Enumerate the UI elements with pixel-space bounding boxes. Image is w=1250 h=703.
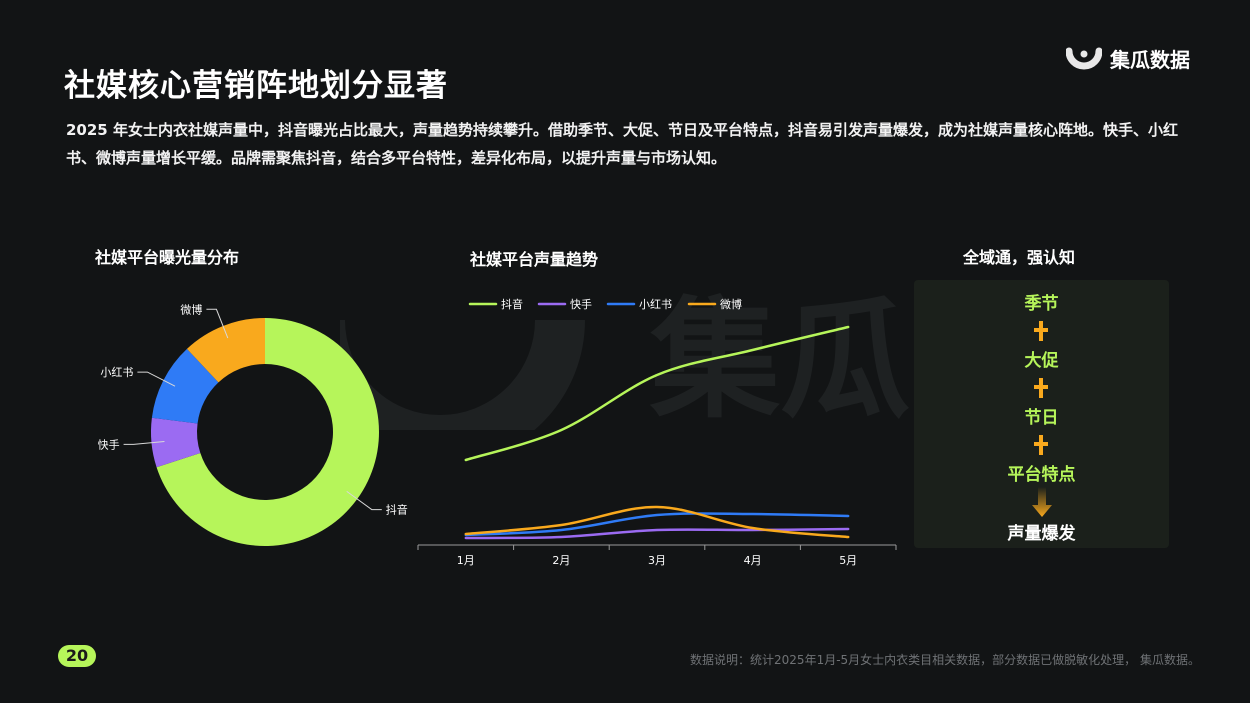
flow-panel: 季节 大促 节日 平台特点 声量爆发: [914, 280, 1169, 548]
series-line-douyin: [464, 325, 850, 462]
series-line-xiaohongshu: [464, 512, 850, 537]
flow-step-platform: 平台特点: [1007, 465, 1076, 485]
x-tick-label: 2月: [552, 554, 570, 567]
plus-icon: [1034, 321, 1048, 341]
flow-result: 声量爆发: [1007, 524, 1076, 544]
pie-leader-line: [137, 371, 176, 387]
volume-trend-line-chart: 抖音 快手 小红书 微博 1月 2月 3月 4月 5月: [417, 297, 897, 567]
pie-label-xiaohongshu: 小红书: [100, 366, 133, 379]
legend-label-kuaishou: 快手: [570, 297, 592, 311]
logo-icon: [1066, 47, 1102, 69]
pie-slice-weibo: [186, 318, 265, 383]
page-title: 社媒核心营销阵地划分显著: [64, 68, 448, 104]
x-tick-label: 3月: [648, 554, 666, 567]
logo-text: 集瓜数据: [1110, 48, 1190, 72]
x-tick-label: 4月: [744, 554, 762, 567]
pie-label-douyin: 抖音: [386, 503, 408, 517]
pie-leader-line: [206, 308, 229, 339]
pie-leader-line: [346, 490, 382, 511]
pie-chart-title: 社媒平台曝光量分布: [95, 248, 240, 267]
legend-label-xiaohongshu: 小红书: [639, 298, 672, 311]
pie-label-weibo: 微博: [180, 302, 202, 316]
pie-slice-douyin: [156, 318, 379, 546]
line-chart-title: 社媒平台声量趋势: [470, 250, 599, 269]
exposure-donut-chart: 抖音 快手 小红书 微博: [98, 302, 408, 546]
brand-logo: 集瓜数据: [1066, 44, 1190, 73]
data-note: 数据说明：统计2025年1月-5月女士内衣类目相关数据，部分数据已做脱敏化处理，…: [690, 653, 1200, 667]
x-tick-label: 5月: [839, 554, 857, 567]
flow-step-season: 季节: [1024, 294, 1059, 314]
series-line-kuaishou: [464, 527, 850, 540]
flow-title: 全域通，强认知: [963, 248, 1076, 267]
flow-step-festival: 节日: [1024, 408, 1059, 428]
flow-step-promotion: 大促: [1024, 351, 1059, 371]
page-description: 2025 年女士内衣社媒声量中，抖音曝光占比最大，声量趋势持续攀升。借助季节、大…: [66, 121, 1178, 167]
legend-label-douyin: 抖音: [501, 297, 523, 311]
pie-label-kuaishou: 快手: [98, 437, 120, 451]
down-arrow-icon: [1032, 487, 1052, 517]
pie-slice-kuaishou: [151, 417, 201, 468]
pie-slice-xiaohongshu: [151, 348, 219, 424]
series-line-weibo: [464, 505, 850, 539]
pie-leader-line: [123, 441, 165, 445]
plus-icon: [1034, 435, 1048, 455]
plus-icon: [1034, 378, 1048, 398]
legend-label-weibo: 微博: [720, 297, 742, 311]
x-tick-label: 1月: [457, 554, 475, 567]
page-number: 20: [58, 645, 96, 667]
